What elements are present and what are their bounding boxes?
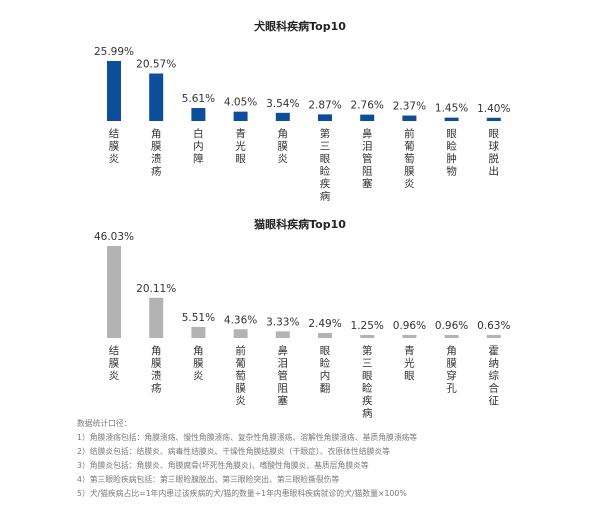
dog-bar	[444, 117, 459, 121]
notes-heading: 数据统计口径：	[77, 418, 132, 428]
note-line-4: 4）第三眼睑疾病包括：第三眼睑腺脱出、第三眼睑突出、第三眼睑撕裂伤等	[77, 474, 339, 484]
dog-bar	[107, 61, 121, 121]
cat-value-label: 1.25%	[351, 320, 384, 332]
cat-bar	[191, 326, 206, 338]
dog-bar	[149, 73, 164, 121]
dog-value-label: 5.61%	[182, 93, 215, 105]
cat-value-label: 3.33%	[266, 316, 299, 328]
dog-category-label: 眼睑肿物	[446, 128, 457, 178]
dog-bar	[318, 114, 332, 121]
dog-value-label: 1.45%	[435, 103, 468, 115]
dog-category-label: 白内障	[193, 127, 204, 165]
dog-category-label: 鼻泪管阻塞	[362, 127, 373, 190]
cat-value-label: 0.96%	[393, 320, 426, 332]
statistics-notes: 数据统计口径： 1）角膜溃疡包括：角膜溃疡、慢性角膜溃疡、复杂性角膜溃疡、溶解性…	[77, 418, 417, 498]
dog-chart-title: 犬眼科疾病Top10	[254, 19, 346, 33]
dog-category-label: 眼球脱出	[489, 128, 500, 178]
cat-bar	[360, 335, 375, 338]
cat-value-label: 0.96%	[435, 320, 468, 332]
cat-value-label: 46.03%	[94, 231, 134, 243]
dog-bar	[360, 114, 375, 121]
cat-category-label: 角膜溃疡	[151, 345, 162, 395]
cat-category-label: 青光眼	[404, 344, 415, 382]
dog-value-label: 3.54%	[266, 98, 299, 110]
cat-chart-title: 猫眼科疾病Top10	[254, 217, 346, 231]
cat-bar	[107, 246, 121, 338]
note-line-1: 1）角膜溃疡包括：角膜溃疡、慢性角膜溃疡、复杂性角膜溃疡、溶解性角膜溃疡、基质角…	[77, 432, 417, 442]
dog-bar	[486, 117, 501, 121]
dog-category-label: 前葡萄膜炎	[404, 127, 415, 190]
cat-chart: 猫眼科疾病Top10 46.03% 结膜炎 20.11% 角膜溃疡 5.51% 角膜炎 4.…	[94, 217, 511, 420]
cat-value-label: 4.36%	[224, 314, 257, 326]
dog-category-label: 角膜炎	[278, 128, 289, 165]
cat-category-label: 结膜炎	[109, 344, 120, 382]
dog-bar	[233, 111, 248, 121]
dog-bar	[402, 115, 417, 121]
cat-category-label: 角膜穿孔	[446, 345, 457, 395]
dog-value-label: 20.57%	[136, 59, 176, 71]
note-line-2: 2）结膜炎包括：结膜炎、病毒性结膜炎、干燥性角膜结膜炎（干眼症）、衣原体性结膜炎…	[77, 446, 390, 456]
cat-bar	[444, 335, 459, 338]
cat-category-label: 角膜炎	[193, 345, 204, 382]
dog-value-label: 25.99%	[94, 46, 134, 58]
dog-value-label: 2.87%	[308, 99, 341, 111]
dog-category-label: 角膜溃疡	[151, 128, 162, 178]
note-line-3: 3）角膜炎包括：角膜炎、角膜腐骨(坏死性角膜炎)、嗜酸性角膜炎、基质层角膜炎等	[77, 460, 369, 470]
cat-category-label: 鼻泪管阻塞	[278, 344, 289, 407]
cat-category-label: 第三眼睑疾病	[362, 344, 373, 420]
dog-category-label: 青光眼	[235, 127, 246, 165]
cat-value-label: 20.11%	[136, 283, 176, 295]
cat-value-label: 2.49%	[308, 318, 341, 330]
cat-category-label: 霍纳综合征	[489, 345, 500, 407]
cat-category-label: 前葡萄膜炎	[235, 344, 246, 407]
dog-value-label: 1.40%	[477, 103, 510, 115]
dog-bar	[275, 112, 290, 121]
cat-bar	[318, 333, 332, 338]
dog-category-label: 第三眼睑疾病	[320, 127, 331, 203]
cat-bars: 46.03% 结膜炎 20.11% 角膜溃疡 5.51% 角膜炎 4.36% 前葡萄膜炎 3.3…	[94, 231, 511, 420]
dog-value-label: 2.37%	[393, 101, 426, 113]
dog-chart: 犬眼科疾病Top10 25.99% 结膜炎 20.57% 角膜溃疡 5.61% 白内障 4.…	[94, 19, 511, 203]
cat-bar	[275, 331, 290, 338]
cat-bar	[149, 297, 164, 338]
cat-value-label: 0.63%	[477, 320, 510, 332]
cat-bar	[486, 335, 501, 338]
dog-bar	[191, 108, 206, 121]
dog-category-label: 结膜炎	[109, 127, 120, 165]
cat-category-label: 眼睑内翻	[320, 345, 331, 395]
note-line-5: 5）犬/猫疾病占比=1年内患过该疾病的犬/猫的数量÷1年内患眼科疾病就诊的犬/猫…	[77, 488, 407, 498]
dog-value-label: 4.05%	[224, 97, 257, 109]
cat-value-label: 5.51%	[182, 312, 215, 324]
dog-value-label: 2.76%	[351, 100, 384, 112]
cat-bar	[402, 335, 417, 338]
dog-bars: 25.99% 结膜炎 20.57% 角膜溃疡 5.61% 白内障 4.05% 青光眼 3.54%…	[94, 46, 511, 203]
cat-bar	[233, 329, 248, 338]
